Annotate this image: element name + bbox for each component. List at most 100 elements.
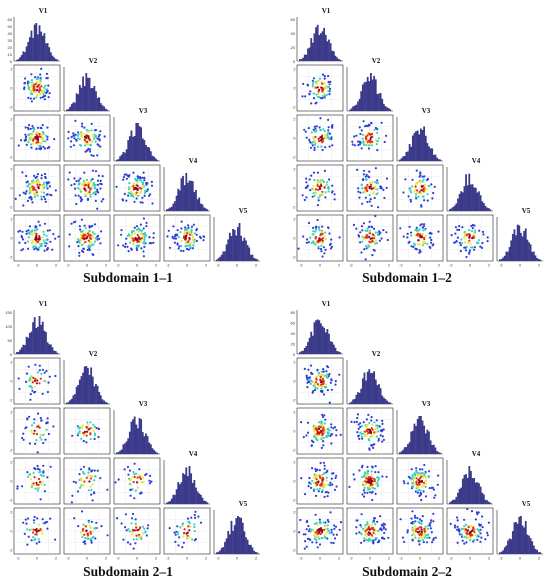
histogram-bar [420,416,422,454]
ytick-label: 2 [10,218,12,222]
histogram-bar [193,191,196,211]
xtick-label: 0 [236,557,238,561]
variable-label-V2: V2 [89,350,98,358]
histogram-bar [172,494,175,504]
histogram-bar [389,402,392,404]
histogram-bar [88,77,91,111]
histogram-bar [329,43,332,61]
histogram-bar [331,50,334,61]
histogram-bar [308,47,311,61]
diag-ytick-label: 30 [8,38,13,43]
histogram-bar [27,41,30,61]
histogram-bar [432,444,435,454]
histogram-bar [463,186,466,211]
histogram-bar [191,482,194,504]
diag-ytick-label: 10 [8,52,13,57]
histogram-bar [507,251,509,261]
histogram-bar [141,138,144,161]
histogram-bar [98,392,101,404]
histogram-V3-V3: V3 [113,107,160,162]
histogram-bar [169,501,172,504]
histogram-bar [426,143,429,161]
histogram-bar [357,101,359,111]
variable-label-V5: V5 [239,207,248,215]
ytick-label: 0 [10,237,12,241]
histogram-bar [408,442,411,454]
ytick-label: -2 [9,549,12,553]
diag-ytick-label: 80 [291,310,296,315]
histogram-bar [458,193,461,211]
histogram-bar [137,428,139,454]
histogram-bar [69,400,72,404]
histogram-bar [177,188,180,211]
histogram-bar [67,402,70,404]
histogram-bar [416,418,419,454]
histogram-bar [515,235,517,261]
histogram-bar [528,242,530,261]
histogram-bar [219,256,222,261]
histogram-bar [128,431,131,454]
histogram-bar [240,235,243,261]
ytick-label: 2 [293,411,295,415]
xtick-label: 0 [136,264,138,268]
histogram-bar [521,525,524,554]
histogram-bar [151,448,154,454]
histogram-bar [452,499,455,504]
histogram-bar [174,201,176,211]
histogram-bar [175,195,178,211]
histogram-bar [233,229,236,261]
histogram-bar [251,547,254,554]
histogram-bar [539,259,542,261]
histogram-bar [133,416,136,454]
histogram-bar [138,417,141,454]
caption-subdomain-2-2: Subdomain 2–2 [362,564,452,579]
xtick-label: 0 [186,557,188,561]
xtick-label: 0 [319,264,321,268]
histogram-bar [405,446,408,454]
histogram-bar [429,148,432,161]
histogram-bar [350,108,353,111]
histogram-bar [225,538,228,554]
histogram-bar [127,438,130,454]
histogram-bar [145,433,147,454]
histogram-bar [349,109,351,111]
ytick-label: 2 [293,118,295,122]
histogram-bar [466,185,469,211]
scatter-V5-V1: -2 0 2 -2 0 2 [9,507,61,561]
histogram-bar [156,452,159,454]
xtick-label: -2 [349,557,352,561]
ytick-label: -2 [292,256,295,260]
scatter-V3-V2 [346,114,394,162]
histogram-bar [410,146,413,161]
histogram-bar [117,452,120,454]
xtick-label: 2 [255,557,257,561]
diag-ytick-label: 150 [5,310,12,315]
histogram-bar [365,81,367,111]
histogram-bar [122,444,125,454]
histogram-bar [363,82,366,111]
histogram-bar [470,470,472,504]
histogram-bar [222,251,225,261]
histogram-V4-V4: V4 [163,450,210,505]
ytick-label: 2 [293,168,295,172]
histogram-bar [125,149,128,161]
histogram-bar [145,144,147,161]
histogram-bar [103,400,105,404]
histogram-bar [405,151,408,161]
histogram-bar [67,108,70,111]
histogram-bar [224,251,226,261]
histogram-bar [245,240,247,261]
xtick-label: 0 [419,557,421,561]
histogram-bar [19,349,22,354]
histogram-bar [503,255,506,261]
histogram-bar [187,182,189,211]
histogram-bar [151,155,154,161]
histogram-bar [408,143,411,161]
xtick-label: 2 [55,264,57,268]
histogram-bar [316,319,319,354]
histogram-bar [254,551,257,554]
histogram-bar [138,126,141,161]
ytick-label: 2 [293,218,295,222]
histogram-bar [468,173,471,211]
